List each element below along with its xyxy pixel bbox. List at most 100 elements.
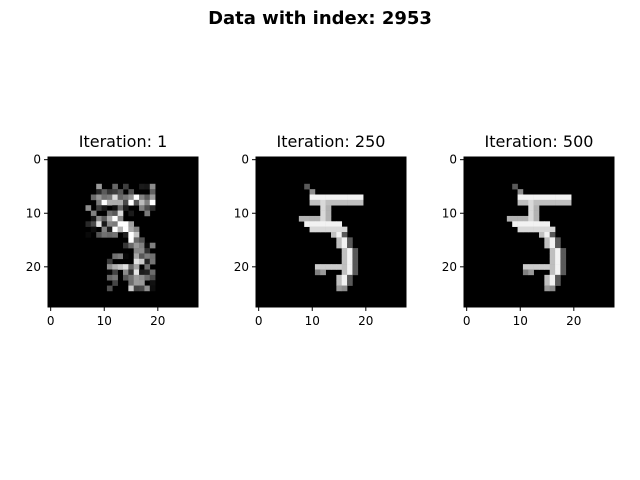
heatmap-cell — [144, 248, 151, 254]
heatmap-cell — [555, 248, 561, 254]
heatmap-cell — [336, 242, 343, 249]
heatmap-cell — [96, 199, 102, 206]
heatmap-cell — [106, 274, 113, 281]
heatmap-cell — [549, 232, 556, 238]
heatmap-cell — [101, 205, 108, 211]
panel-title: Iteration: 1 — [79, 132, 168, 151]
heatmap-cell — [512, 215, 518, 222]
heatmap-cell — [128, 226, 135, 233]
heatmap-cell — [144, 274, 151, 281]
axes-frame — [47, 156, 199, 308]
heatmap-cell — [128, 210, 135, 217]
heatmap-cell — [357, 194, 364, 201]
heatmap-cell — [123, 274, 129, 281]
heatmap-cell — [341, 199, 348, 206]
heatmap-cell — [352, 269, 359, 276]
heatmap-cell — [133, 232, 140, 238]
heatmap-cell — [549, 199, 556, 206]
heatmap-cell — [117, 189, 124, 195]
heatmap-cell — [90, 215, 97, 222]
heatmap-cell — [352, 264, 359, 270]
x-tick-label: 10 — [305, 314, 320, 328]
heatmap-cell — [101, 221, 108, 227]
heatmap-cell — [539, 264, 545, 270]
heatmap-cell — [528, 269, 534, 276]
heatmap-cell — [320, 210, 326, 217]
heatmap-cell — [539, 226, 545, 233]
heatmap-cell — [336, 274, 343, 281]
heatmap-cell — [144, 285, 151, 292]
heatmap-cell — [352, 258, 359, 265]
heatmap-cell — [123, 269, 129, 276]
heatmap-cell — [96, 189, 102, 195]
heatmap-cell — [336, 232, 343, 238]
heatmap-cell — [112, 199, 118, 206]
heatmap-cell — [528, 205, 534, 211]
heatmap-cell — [101, 194, 108, 201]
heatmap-cell — [325, 226, 332, 233]
heatmap-cell — [128, 280, 135, 286]
heatmap-cell — [123, 226, 129, 233]
heatmap-cell — [347, 248, 353, 254]
heatmap-cell — [560, 258, 567, 265]
heatmap-cell — [325, 221, 332, 227]
heatmap-cell — [96, 215, 102, 222]
heatmap-cell — [112, 274, 118, 281]
heatmap-cell — [325, 210, 332, 217]
heatmap-cell — [549, 248, 556, 254]
heatmap-cell — [144, 194, 151, 201]
heatmap-cell — [106, 194, 113, 201]
heatmap-cell — [347, 269, 353, 276]
heatmap-cell — [298, 215, 305, 222]
heatmap-cell — [128, 194, 135, 201]
heatmap-cell — [314, 215, 321, 222]
heatmap-cell — [522, 269, 529, 276]
heatmap-cell — [149, 285, 156, 292]
heatmap-cell — [347, 194, 353, 201]
x-tick-label: 0 — [255, 314, 263, 328]
heatmap-cell — [336, 285, 343, 292]
heatmap-cell — [331, 221, 337, 227]
heatmap-cell — [325, 215, 332, 222]
heatmap-cell — [96, 221, 102, 227]
heatmap-cell — [555, 269, 561, 276]
heatmap-cell — [123, 232, 129, 238]
heatmap-cell — [112, 232, 118, 238]
heatmap-cell — [112, 269, 118, 276]
heatmap-cell — [106, 258, 113, 265]
heatmap-cell — [325, 264, 332, 270]
heatmap-cell — [347, 264, 353, 270]
heatmap-cell — [144, 205, 151, 211]
heatmap-cell — [341, 194, 348, 201]
heatmap-cell — [117, 253, 124, 260]
heatmap-cell — [549, 285, 556, 292]
heatmap-cell — [133, 258, 140, 265]
heatmap-cell — [112, 215, 118, 222]
heatmap-cell — [309, 194, 316, 201]
heatmap-cell — [117, 199, 124, 206]
heatmap-cell — [539, 221, 545, 227]
heatmap-cell — [549, 280, 556, 286]
axes-frame — [255, 156, 407, 308]
heatmap-cell — [139, 248, 145, 254]
heatmap-cell — [106, 221, 113, 227]
heatmap-cell — [90, 194, 97, 201]
heatmap-cell — [341, 237, 348, 244]
heatmap-cell — [133, 226, 140, 233]
heatmap-cell — [149, 183, 156, 190]
heatmap-cell — [139, 253, 145, 260]
figure-title: Data with index: 2953 — [208, 8, 432, 29]
heatmap-cell — [517, 221, 524, 227]
heatmap-cell — [112, 205, 118, 211]
heatmap-cell — [96, 232, 102, 238]
heatmap-cell — [304, 215, 310, 222]
y-tick-label: 0 — [241, 153, 249, 167]
heatmap-cell — [309, 221, 316, 227]
heatmap-cell — [555, 258, 561, 265]
heatmap-cell — [533, 205, 540, 211]
heatmap-cell — [325, 205, 332, 211]
heatmap-cell — [128, 189, 135, 195]
heatmap-cell — [539, 232, 545, 238]
heatmap-cell — [149, 269, 156, 276]
heatmap-cell — [149, 205, 156, 211]
